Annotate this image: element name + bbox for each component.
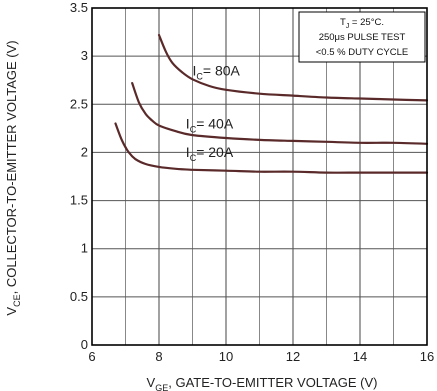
curves xyxy=(114,33,429,174)
x-tick-label: 8 xyxy=(155,349,162,364)
y-tick-label: 1 xyxy=(81,241,88,256)
series-line-1 xyxy=(131,82,429,145)
y-tick-label: 1.5 xyxy=(70,193,88,208)
x-tick-label: 10 xyxy=(219,349,233,364)
series-line-2 xyxy=(114,122,429,174)
annotation-line-1: TJ = 25°C. xyxy=(340,17,384,30)
plot-frame xyxy=(91,7,428,346)
y-tick-label: 3 xyxy=(81,48,88,63)
x-tick-label: 14 xyxy=(353,349,367,364)
curve-label-20a: IC= 20A xyxy=(186,144,234,163)
y-tick-label: 2.5 xyxy=(70,96,88,111)
curve-label-40a: IC= 40A xyxy=(186,115,234,134)
y-tick-label: 3.5 xyxy=(70,0,88,15)
y-tick-label: 2 xyxy=(81,144,88,159)
series-line-0 xyxy=(157,33,429,102)
grid xyxy=(92,8,427,345)
y-axis-title: VCE, COLLECTOR-TO-EMITTER VOLTAGE (V) xyxy=(4,40,22,315)
x-tick-label: 6 xyxy=(88,349,95,364)
annotation-line-3: <0.5 % DUTY CYCLE xyxy=(316,47,409,58)
test-conditions-box: TJ = 25°C. 250μs PULSE TEST <0.5 % DUTY … xyxy=(298,11,426,63)
annotation-line-2: 250μs PULSE TEST xyxy=(319,32,406,43)
x-tick-label: 12 xyxy=(286,349,300,364)
tick-labels: 6 8 10 12 14 16 0 0.5 1 1.5 2 2.5 3 3.5 xyxy=(70,0,434,364)
y-tick-label: 0.5 xyxy=(70,289,88,304)
y-tick-label: 0 xyxy=(81,337,88,352)
x-axis-title: VGE, GATE-TO-EMITTER VOLTAGE (V) xyxy=(147,375,378,391)
curve-label-80a: IC= 80A xyxy=(193,62,241,81)
x-tick-label: 16 xyxy=(420,349,434,364)
